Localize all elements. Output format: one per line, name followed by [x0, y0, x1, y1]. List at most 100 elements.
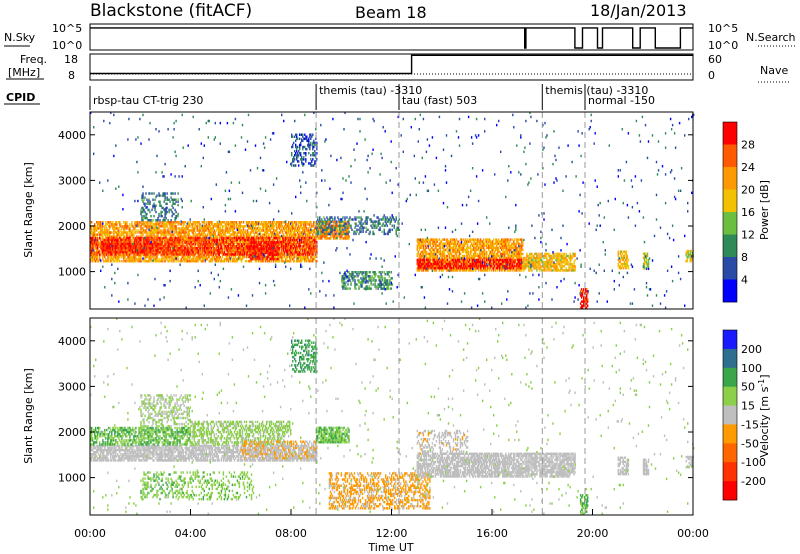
- echo-cell: [188, 240, 190, 244]
- echo-cell: [166, 221, 168, 224]
- echo-cell: [182, 223, 184, 226]
- echo-cell: [133, 258, 135, 261]
- echo-cell: [278, 247, 281, 250]
- echo-cell: [187, 247, 189, 250]
- echo-cell: [214, 241, 217, 245]
- echo-cell: [179, 260, 181, 263]
- echo-cell: [174, 242, 176, 246]
- echo-cell: [129, 227, 131, 230]
- echo-cell: [214, 225, 217, 228]
- echo-cell: [141, 235, 143, 238]
- echo-cell: [233, 227, 236, 230]
- echo-cell: [180, 233, 182, 236]
- echo-cell: [200, 249, 203, 253]
- echo-cell: [217, 227, 220, 230]
- echo-cell: [92, 233, 94, 236]
- echo-cell: [229, 229, 232, 232]
- echo-cell: [266, 227, 269, 230]
- echo-cell: [142, 253, 144, 257]
- echo-cell: [182, 243, 184, 247]
- cpid-program-4: normal -150: [588, 94, 655, 107]
- echo-cell: [193, 245, 195, 249]
- echo-cell: [102, 253, 104, 256]
- echo-cell: [147, 233, 149, 236]
- echo-cell: [313, 253, 315, 256]
- echo-cell: [169, 233, 171, 236]
- echo-cell: [212, 255, 215, 259]
- echo-cell: [144, 258, 146, 261]
- echo-cell: [212, 231, 215, 234]
- echo-cell: [114, 225, 116, 228]
- echo-cell: [221, 253, 224, 257]
- echo-cell: [165, 241, 167, 245]
- echo-cell: [149, 235, 151, 238]
- echo-cell: [219, 221, 222, 224]
- echo-cell: [155, 251, 157, 255]
- echo-cell: [180, 229, 182, 232]
- freq-label: Freq.: [20, 53, 47, 66]
- echo-cell: [128, 229, 130, 232]
- echo-cell: [159, 229, 161, 232]
- echo-cell: [200, 245, 203, 249]
- echo-cell: [93, 245, 95, 248]
- echo-cell: [210, 253, 213, 256]
- echo-cell: [164, 235, 166, 238]
- echo-cell: [161, 233, 163, 236]
- echo-cell: [107, 260, 109, 263]
- echo-cell: [200, 260, 203, 263]
- echo-cell: [121, 233, 123, 236]
- echo-cell: [150, 227, 152, 230]
- echo-cell: [135, 255, 137, 259]
- echo-cell: [190, 260, 192, 263]
- echo-cell: [205, 223, 208, 226]
- echo-cell: [207, 225, 210, 228]
- echo-cell: [151, 235, 153, 238]
- echo-cell: [207, 227, 210, 230]
- echo-cell: [116, 235, 118, 238]
- echo-cell: [205, 227, 208, 230]
- echo-cell: [140, 244, 143, 248]
- echo-cell: [205, 235, 208, 238]
- echo-cell: [226, 253, 229, 256]
- echo-cell: [220, 251, 223, 255]
- echo-cell: [154, 229, 156, 232]
- echo-cell: [179, 231, 181, 234]
- echo-cell: [201, 227, 204, 230]
- echo-cell: [210, 249, 213, 253]
- echo-cell: [115, 223, 117, 226]
- echo-cell: [169, 245, 171, 249]
- echo-cell: [106, 251, 108, 255]
- echo-cell: [152, 229, 154, 232]
- echo-cell: [137, 242, 140, 246]
- echo-cell: [179, 243, 181, 247]
- echo-cell: [156, 236, 158, 240]
- echo-cell: [198, 233, 200, 236]
- echo-cell: [281, 221, 283, 224]
- echo-cell: [123, 225, 125, 228]
- echo-cell: [115, 221, 117, 224]
- echo-cell: [155, 241, 157, 245]
- echo-cell: [161, 225, 163, 228]
- echo-cell: [184, 233, 186, 236]
- echo-cell: [183, 231, 185, 234]
- echo-cell: [184, 231, 186, 234]
- echo-cell: [190, 235, 192, 238]
- echo-cell: [218, 229, 221, 232]
- echo-cell: [112, 258, 114, 261]
- echo-cell: [205, 239, 208, 242]
- echo-cell: [102, 225, 104, 228]
- echo-cell: [94, 229, 96, 232]
- echo-cell: [189, 241, 191, 245]
- echo-cell: [175, 241, 177, 245]
- echo-cell: [104, 225, 106, 228]
- echo-cell: [196, 243, 198, 247]
- echo-cell: [186, 239, 188, 242]
- echo-cell: [192, 236, 194, 240]
- echo-cell: [181, 239, 183, 242]
- echo-cell: [173, 251, 175, 255]
- echo-cell: [90, 239, 92, 242]
- echo-cell: [153, 223, 155, 226]
- echo-cell: [167, 231, 169, 234]
